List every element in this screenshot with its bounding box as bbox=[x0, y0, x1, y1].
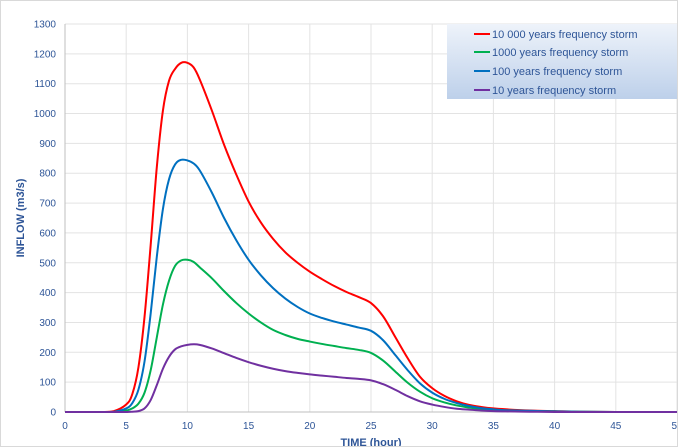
legend-entry: 100 years frequency storm bbox=[474, 66, 622, 78]
x-tick-label: 35 bbox=[488, 421, 500, 432]
x-tick-label: 20 bbox=[304, 421, 316, 432]
x-tick-label: 30 bbox=[427, 421, 439, 432]
x-tick-label: 40 bbox=[549, 421, 561, 432]
x-tick-label: 10 bbox=[182, 421, 194, 432]
x-tick-label: 45 bbox=[610, 421, 622, 432]
y-axis-title: INFLOW (m3/s) bbox=[15, 178, 27, 257]
legend-label: 100 years frequency storm bbox=[492, 66, 622, 78]
series-layer bbox=[64, 61, 677, 413]
x-tick-label: 25 bbox=[365, 421, 377, 432]
legend-box bbox=[447, 24, 677, 99]
x-tick-label: 0 bbox=[62, 421, 68, 432]
y-tick-label: 200 bbox=[39, 348, 56, 359]
x-tick-label: 5 bbox=[123, 421, 129, 432]
y-tick-label: 100 bbox=[39, 378, 56, 389]
y-tick-label: 1100 bbox=[34, 79, 56, 90]
y-tick-label: 300 bbox=[39, 318, 56, 329]
y-tick-label: 400 bbox=[39, 288, 56, 299]
y-tick-label: 1000 bbox=[34, 109, 57, 120]
series-line-2 bbox=[64, 258, 677, 413]
x-tick-label: 50 bbox=[671, 421, 677, 432]
series-line-1 bbox=[64, 61, 677, 413]
y-tick-label: 1300 bbox=[34, 20, 57, 31]
legend: 10 000 years frequency storm 1000 years … bbox=[447, 24, 677, 99]
y-tick-label: 900 bbox=[39, 139, 56, 150]
legend-label: 10 years frequency storm bbox=[492, 85, 616, 97]
x-axis-title: TIME (hour) bbox=[340, 437, 401, 446]
x-tick-label: 15 bbox=[243, 421, 255, 432]
y-tick-label: 600 bbox=[39, 228, 56, 239]
legend-label: 1000 years frequency storm bbox=[492, 47, 628, 59]
y-tick-label: 800 bbox=[39, 169, 56, 180]
legend-entry: 1000 years frequency storm bbox=[474, 47, 628, 59]
legend-entry: 10 years frequency storm bbox=[474, 85, 616, 97]
y-tick-label: 700 bbox=[39, 199, 56, 210]
legend-label: 10 000 years frequency storm bbox=[492, 29, 638, 41]
y-tick-label: 1200 bbox=[34, 49, 57, 60]
tick-layer: 0100200300400500600700800900100011001200… bbox=[34, 20, 677, 433]
legend-entry: 10 000 years frequency storm bbox=[474, 29, 638, 41]
y-tick-label: 500 bbox=[39, 258, 56, 269]
series-line-3 bbox=[64, 158, 677, 413]
series-line-4 bbox=[64, 343, 677, 413]
y-tick-label: 0 bbox=[50, 408, 56, 419]
